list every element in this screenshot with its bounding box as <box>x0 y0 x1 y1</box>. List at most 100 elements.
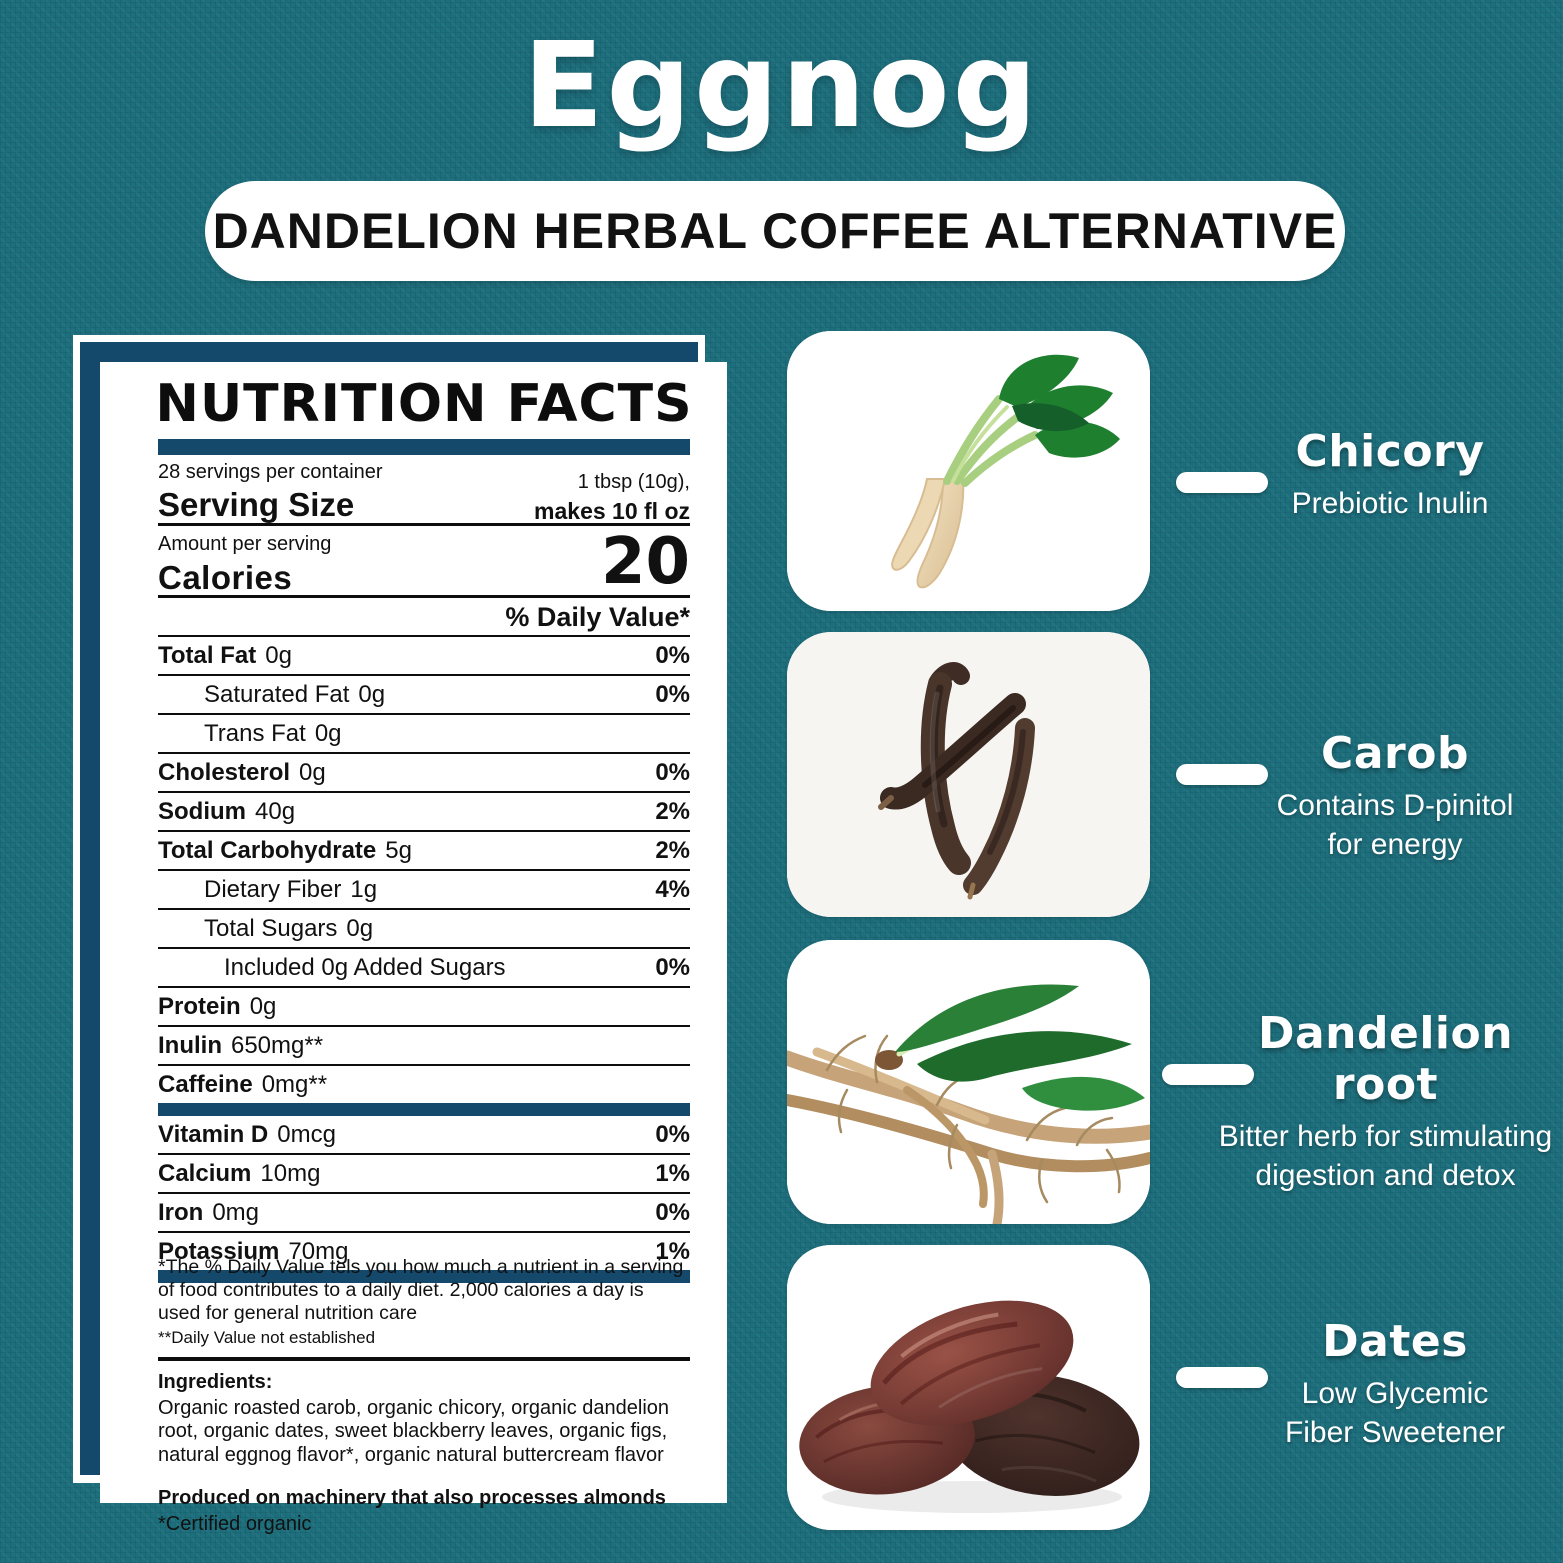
divider <box>158 595 690 598</box>
nutrient-amount: 1g <box>350 875 378 903</box>
navy-divider <box>158 1270 690 1283</box>
nutrient-daily-value: 0% <box>655 641 690 669</box>
nutrient-amount: 0g <box>299 758 326 786</box>
nutrient-name: Iron <box>158 1198 204 1226</box>
nutrient-daily-value: 2% <box>655 797 690 825</box>
callout-title: Dandelion root <box>1257 1008 1514 1110</box>
nutrient-name: Total Sugars <box>204 914 338 942</box>
callout-description: Contains D-pinitol for energy <box>1276 789 1514 861</box>
table-row: Vitamin D 0mcg 0% <box>158 1116 690 1153</box>
callout-title: Chicory <box>1295 426 1485 477</box>
nutrient-daily-value: 4% <box>655 875 690 903</box>
nutrient-name: Caffeine <box>158 1070 253 1098</box>
carob-photo-tile <box>787 632 1150 917</box>
callout-chicory: Chicory Prebiotic Inulin <box>1235 426 1545 523</box>
connector-dash-icon <box>1176 764 1268 785</box>
calories-value: 20 <box>600 525 690 599</box>
nutrient-name: Potassium <box>158 1237 280 1265</box>
table-row: Iron 0mg 0% <box>158 1192 690 1231</box>
allergen-note: Produced on machinery that also processe… <box>158 1487 666 1509</box>
nutrient-name: Saturated Fat <box>204 680 350 708</box>
dandelion-root-photo <box>787 940 1150 1224</box>
nutrient-amount: 0g <box>314 719 342 747</box>
daily-value-footnote: *The % Daily Value tels you how much a n… <box>158 1256 684 1324</box>
table-row: Potassium 70mg 1% <box>158 1231 690 1270</box>
navy-divider-top <box>158 439 690 455</box>
nutrient-daily-value: 2% <box>655 836 690 864</box>
table-row: Dietary Fiber 1g 4% <box>158 869 690 908</box>
callout-description: Prebiotic Inulin <box>1291 487 1489 520</box>
carob-pods-photo <box>787 632 1150 917</box>
serving-size-qty: 1 tbsp (10g), <box>577 471 690 493</box>
nutrient-name: Calcium <box>158 1159 252 1187</box>
nutrient-name: Sodium <box>158 797 246 825</box>
table-row: Saturated Fat 0g 0% <box>158 674 690 713</box>
connector-dash-icon <box>1176 472 1268 493</box>
subtitle-text: DANDELION HERBAL COFFEE ALTERNATIVE <box>212 203 1338 259</box>
dandelion-photo-tile <box>787 940 1150 1224</box>
nutrient-name: Total Carbohydrate <box>158 836 377 864</box>
callout-title: Carob <box>1321 728 1469 779</box>
nutrient-daily-value: 0% <box>655 680 690 708</box>
nutrient-name: Trans Fat <box>204 719 306 747</box>
label-footer: *The % Daily Value tels you how much a n… <box>158 1256 690 1536</box>
table-row: Trans Fat 0g <box>158 713 690 752</box>
nutrient-daily-value: 0% <box>655 1120 690 1148</box>
nutrient-daily-value: 1% <box>655 1237 690 1265</box>
callout-description: Bitter herb for stimulating digestion an… <box>1218 1120 1553 1192</box>
nutrient-amount: 0g <box>249 992 277 1020</box>
callout-dandelion-root: Dandelion root Bitter herb for stimulati… <box>1213 1008 1558 1195</box>
nutrient-name: Protein <box>158 992 241 1020</box>
amount-per-serving: Amount per serving <box>158 533 332 555</box>
nutrient-name: Dietary Fiber <box>204 875 342 903</box>
callout-carob: Carob Contains D-pinitol for energy <box>1255 728 1535 864</box>
table-row: Included 0g Added Sugars 0% <box>158 947 690 986</box>
divider <box>158 523 690 526</box>
nutrient-amount: 0g <box>265 641 292 669</box>
table-row: Inulin 650mg** <box>158 1025 690 1064</box>
serving-size-label: Serving Size <box>158 486 355 523</box>
nutrient-daily-value: 0% <box>655 953 690 981</box>
nutrient-name: Included 0g Added Sugars <box>224 953 506 981</box>
nutrient-name: Cholesterol <box>158 758 291 786</box>
nutrient-amount: 5g <box>385 836 412 864</box>
nutrient-daily-value: 0% <box>655 1198 690 1226</box>
table-row: Sodium 40g 2% <box>158 791 690 830</box>
table-row: Total Fat 0g 0% <box>158 635 690 674</box>
ingredients-text: Organic roasted carob, organic chicory, … <box>158 1396 670 1466</box>
table-row: Cholesterol 0g 0% <box>158 752 690 791</box>
nutrient-amount: 0mg** <box>261 1070 328 1098</box>
table-row: Total Sugars 0g <box>158 908 690 947</box>
nutrient-daily-value: 0% <box>655 758 690 786</box>
chicory-root-photo <box>787 331 1150 611</box>
nutrient-amount: 0g <box>358 680 386 708</box>
nutrient-amount: 0mcg <box>277 1120 336 1148</box>
not-established-footnote: **Daily Value not established <box>158 1328 376 1347</box>
callout-dates: Dates Low Glycemic Fiber Sweetener <box>1270 1316 1520 1452</box>
servings-per-container: 28 servings per container <box>158 461 383 483</box>
nutrient-amount: 650mg** <box>230 1031 324 1059</box>
divider <box>158 1357 690 1361</box>
subtitle-pill: DANDELION HERBAL COFFEE ALTERNATIVE <box>205 181 1345 281</box>
table-row: Total Carbohydrate 5g 2% <box>158 830 690 869</box>
table-row: Caffeine 0mg** <box>158 1064 690 1103</box>
dates-photo-tile <box>787 1245 1150 1530</box>
nutrient-table: Total Fat 0g 0% Saturated Fat 0g 0% Trans Fa… <box>158 635 690 1283</box>
nutrient-amount: 40g <box>255 797 296 825</box>
table-row: Calcium 10mg 1% <box>158 1153 690 1192</box>
product-title: Eggnog <box>522 16 1041 154</box>
calories-block: Amount per serving Calories 20 <box>158 525 690 599</box>
table-row: Protein 0g <box>158 986 690 1025</box>
nutrient-amount: 10mg <box>260 1159 321 1187</box>
ingredients-heading: Ingredients: <box>158 1370 273 1393</box>
chicory-photo-tile <box>787 331 1150 611</box>
calories-label: Calories <box>158 559 293 596</box>
certified-organic-note: *Certified organic <box>158 1513 312 1535</box>
daily-value-header: % Daily Value* <box>505 602 690 632</box>
nutrient-amount: 70mg <box>288 1237 349 1265</box>
nutrient-name: Inulin <box>158 1031 222 1059</box>
serving-size-makes: makes 10 fl oz <box>534 498 690 524</box>
nutrient-amount: 0mg <box>212 1198 260 1226</box>
connector-dash-icon <box>1176 1367 1268 1388</box>
